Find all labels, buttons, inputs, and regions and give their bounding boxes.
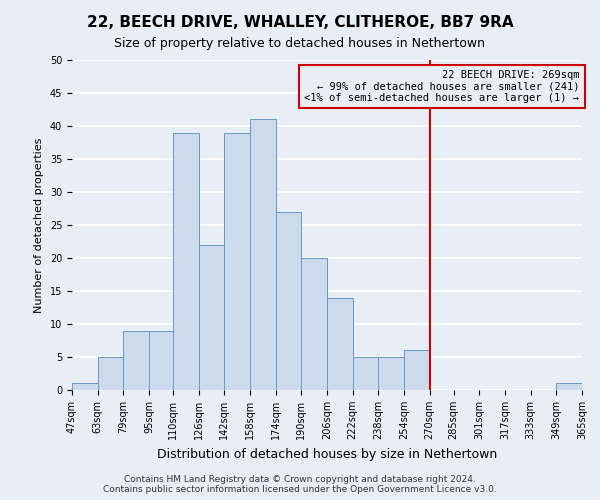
Bar <box>353 357 379 390</box>
Text: Size of property relative to detached houses in Nethertown: Size of property relative to detached ho… <box>115 38 485 51</box>
Text: 22 BEECH DRIVE: 269sqm
← 99% of detached houses are smaller (241)
<1% of semi-de: 22 BEECH DRIVE: 269sqm ← 99% of detached… <box>304 70 580 103</box>
Bar <box>224 132 250 390</box>
Bar <box>173 132 199 390</box>
Bar <box>124 330 149 390</box>
Text: 22, BEECH DRIVE, WHALLEY, CLITHEROE, BB7 9RA: 22, BEECH DRIVE, WHALLEY, CLITHEROE, BB7… <box>86 15 514 30</box>
Bar <box>379 357 404 390</box>
Bar <box>556 384 582 390</box>
Bar <box>72 384 98 390</box>
Bar <box>98 357 124 390</box>
Bar <box>404 350 430 390</box>
Bar <box>250 120 275 390</box>
Bar <box>149 330 173 390</box>
Bar <box>199 245 224 390</box>
Bar <box>301 258 327 390</box>
Bar <box>327 298 353 390</box>
X-axis label: Distribution of detached houses by size in Nethertown: Distribution of detached houses by size … <box>157 448 497 460</box>
Text: Contains HM Land Registry data © Crown copyright and database right 2024.
Contai: Contains HM Land Registry data © Crown c… <box>103 474 497 494</box>
Bar <box>275 212 301 390</box>
Y-axis label: Number of detached properties: Number of detached properties <box>34 138 44 312</box>
